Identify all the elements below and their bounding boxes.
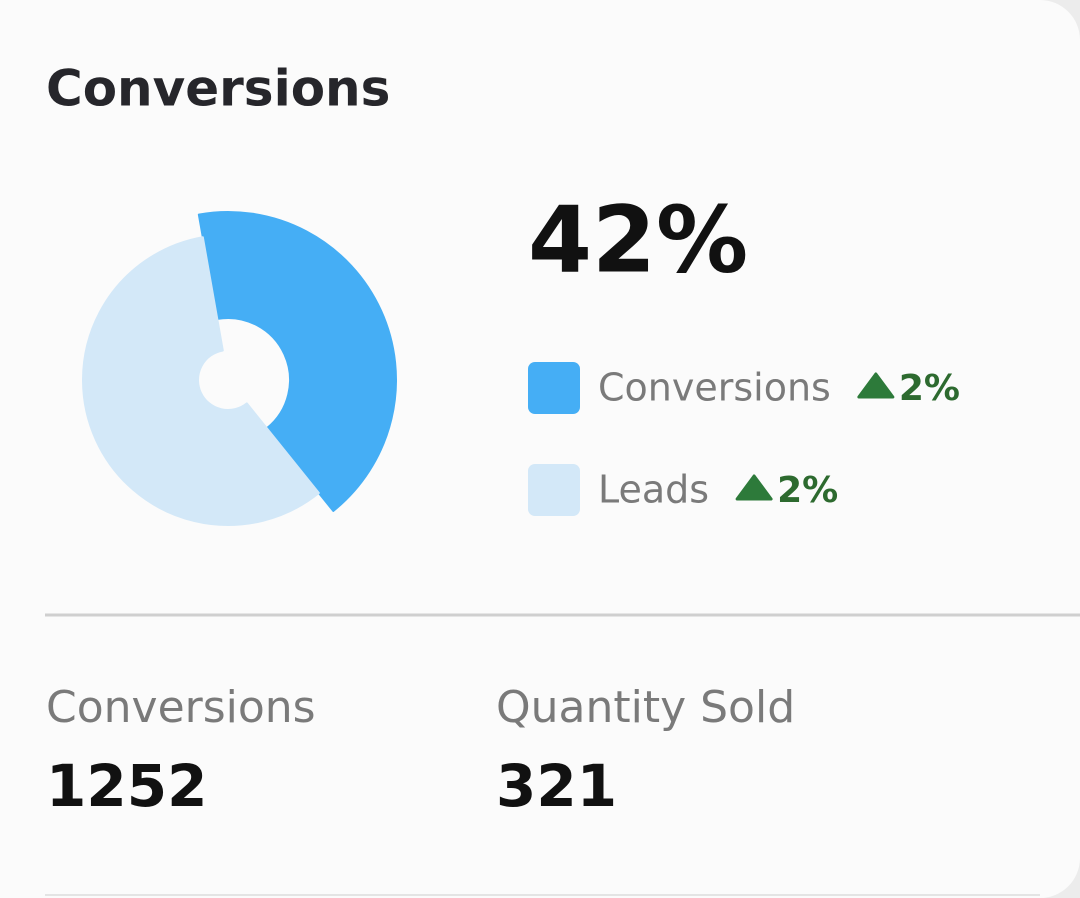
- stat-value: 1252: [46, 752, 207, 820]
- pie-slice: [197, 211, 397, 512]
- legend: Conversions 2% Leads 2%: [528, 362, 960, 516]
- legend-swatch: [528, 464, 580, 516]
- trend-change: 2%: [777, 470, 838, 511]
- legend-label: Conversions: [598, 366, 831, 410]
- stat-label: Quantity Sold: [496, 682, 795, 733]
- stat-label: Conversions: [46, 682, 316, 733]
- trend-up-icon: [735, 474, 773, 501]
- stat-value: 321: [496, 752, 617, 820]
- card-title: Conversions: [46, 60, 390, 118]
- headline: 42%: [528, 186, 748, 293]
- trend-change: 2%: [899, 368, 960, 409]
- pie-slice: [82, 236, 320, 526]
- legend-label: Leads: [598, 468, 709, 512]
- trend-up-icon: [857, 372, 895, 399]
- stats: Conversions 1252 Quantity Sold 321: [46, 682, 795, 820]
- legend-swatch: [528, 362, 580, 414]
- pie-chart: [82, 211, 397, 526]
